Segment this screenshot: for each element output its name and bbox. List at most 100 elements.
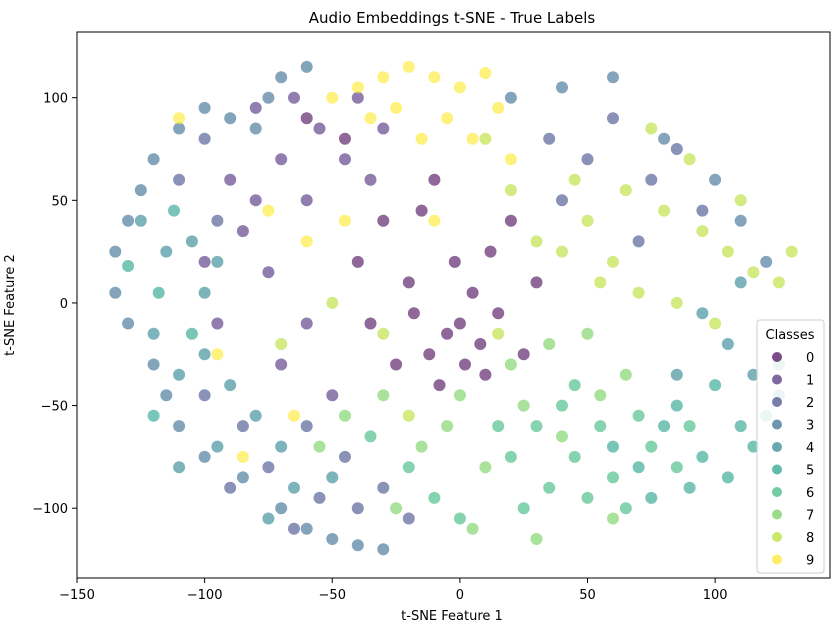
data-point-class-3 [122,317,135,330]
data-point-class-6 [645,440,658,453]
data-point-class-0 [351,255,364,268]
data-point-class-8 [530,235,543,248]
data-point-class-4 [747,368,760,381]
data-point-class-4 [721,338,734,350]
data-point-class-9 [504,153,517,166]
data-point-class-7 [619,368,632,381]
data-point-class-0 [428,173,441,186]
data-point-class-9 [428,71,441,84]
data-point-class-3 [351,539,364,552]
data-point-class-8 [785,245,798,258]
data-point-class-8 [275,338,288,350]
data-point-class-5 [696,450,709,463]
data-point-class-9 [173,112,186,125]
data-point-class-2 [224,481,237,494]
legend-title: Classes [766,328,815,343]
data-point-class-7 [556,430,568,443]
data-point-class-9 [390,101,403,114]
data-point-class-2 [351,502,364,515]
data-point-class-0 [423,348,436,361]
legend-label-class-7: 7 [806,509,814,524]
data-point-class-1 [198,255,211,268]
y-tick-label: 50 [51,194,68,209]
data-point-class-5 [152,286,165,299]
data-point-class-7 [607,512,619,525]
y-tick-label: −100 [32,502,68,517]
data-point-class-3 [147,358,160,371]
data-point-class-3 [198,101,211,114]
data-point-class-3 [275,502,288,515]
y-tick-label: 100 [43,92,68,107]
data-point-class-4 [262,512,275,525]
data-point-class-4 [275,440,288,453]
data-point-class-5 [645,491,658,504]
legend-label-class-2: 2 [806,396,814,411]
data-point-class-8 [326,296,339,309]
x-tick-label: −100 [187,588,223,603]
data-point-class-3 [556,81,568,94]
data-point-class-7 [530,533,543,545]
data-point-class-3 [709,173,722,186]
legend-marker-class-8 [772,532,782,542]
data-point-class-0 [402,276,415,289]
legend-label-class-1: 1 [806,374,814,389]
data-point-class-1 [249,194,262,207]
data-point-class-2 [313,491,326,504]
data-point-class-6 [364,430,377,443]
data-point-class-9 [466,132,479,145]
data-point-class-8 [581,214,594,227]
data-point-class-9 [453,81,466,94]
data-point-class-6 [453,512,466,525]
data-point-class-6 [428,491,441,504]
data-point-class-3 [326,533,339,545]
data-point-class-3 [160,389,173,402]
data-point-class-1 [300,317,313,330]
data-point-class-2 [581,153,594,166]
legend-label-class-5: 5 [806,464,814,479]
x-tick-label: 0 [456,588,464,603]
data-point-class-9 [300,235,313,248]
legend-marker-class-0 [772,352,782,362]
data-point-class-0 [453,317,466,330]
data-point-class-5 [747,440,760,453]
data-point-class-3 [173,122,186,135]
data-point-class-9 [492,101,505,114]
data-point-class-7 [415,440,428,453]
data-point-class-4 [147,327,160,340]
data-point-class-4 [224,379,237,392]
data-point-class-9 [326,91,339,104]
data-point-class-7 [479,461,492,474]
data-point-class-8 [607,255,619,268]
data-point-class-2 [556,194,568,207]
data-point-class-4 [185,235,198,248]
data-point-class-5 [607,440,619,453]
data-point-class-2 [198,389,211,402]
data-point-class-8 [670,296,683,309]
data-point-class-0 [339,132,351,145]
data-point-class-5 [709,379,722,392]
y-tick-label: −50 [41,400,68,415]
data-point-class-3 [760,255,773,268]
data-point-class-2 [377,481,390,494]
data-point-class-2 [288,522,300,535]
data-point-class-5 [683,481,696,494]
data-point-class-9 [415,132,428,145]
x-tick-label: 100 [703,588,728,603]
data-point-class-9 [262,204,275,217]
data-point-class-5 [734,420,747,433]
data-point-class-1 [211,317,224,330]
legend: Classes 0 1 2 3 4 5 6 7 8 9 [756,319,825,574]
data-point-class-4 [173,368,186,381]
data-point-class-1 [236,225,249,238]
data-point-class-3 [109,245,122,258]
x-tick-label: −150 [59,588,95,603]
data-point-class-1 [275,358,288,371]
data-point-class-5 [721,471,734,484]
data-point-class-4 [160,245,173,258]
legend-marker-class-2 [772,397,782,407]
data-point-class-6 [683,420,696,433]
data-point-class-2 [670,143,683,155]
legend-marker-class-9 [772,554,782,565]
data-point-class-2 [645,173,658,186]
data-point-class-6 [402,461,415,474]
